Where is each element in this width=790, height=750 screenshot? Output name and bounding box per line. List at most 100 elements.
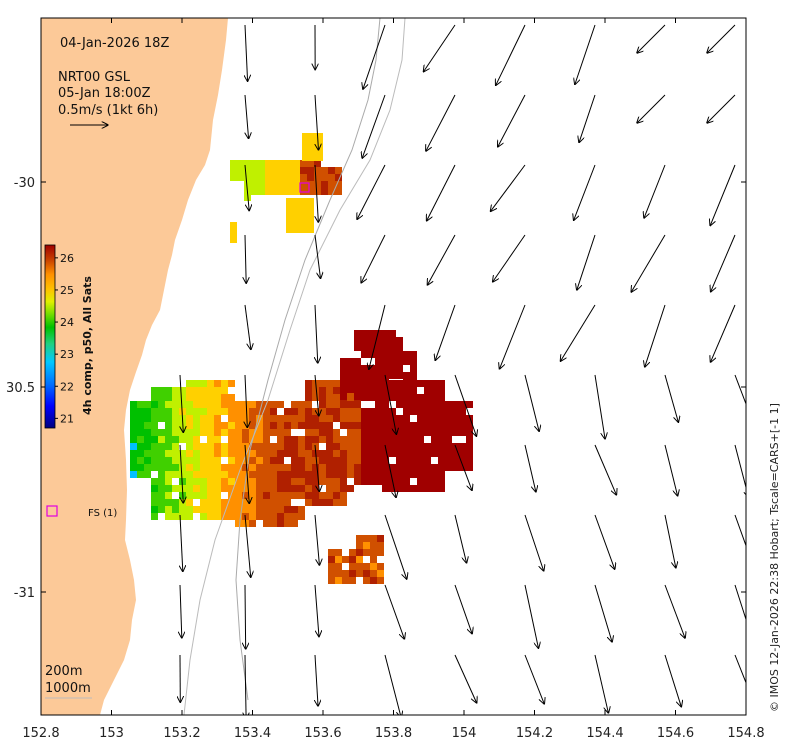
sst-pixel [242,457,249,464]
sst-pixel [249,401,256,408]
sst-pixel [396,351,403,358]
sst-pixel [291,450,298,457]
sst-pixel [193,457,200,464]
sst-pixel [300,181,307,188]
current-arrow [631,234,666,292]
sst-pixel [410,408,417,415]
sst-pixel [244,160,251,167]
sst-pixel [466,464,473,471]
sst-pixel [396,443,403,450]
sst-pixel [249,513,256,520]
sst-pixel [347,443,354,450]
sst-pixel [368,436,375,443]
sst-pixel [165,415,172,422]
x-tick-label: 153.6 [304,726,341,741]
sst-pixel [214,394,221,401]
sst-pixel [356,535,363,542]
sst-pixel [221,464,228,471]
sst-pixel [214,450,221,457]
sst-pixel [207,401,214,408]
sst-pixel [326,478,333,485]
current-arrow [577,234,596,290]
sst-pixel [172,464,179,471]
current-arrow [244,164,249,211]
sst-pixel [424,415,431,422]
current-arrow [594,444,616,495]
sst-pixel [466,436,473,443]
sst-pixel [284,499,291,506]
sst-pixel [305,464,312,471]
sst-pixel [335,556,342,563]
sst-pixel [207,443,214,450]
sst-pixel [291,464,298,471]
sst-pixel [235,457,242,464]
sst-pixel [272,174,279,181]
sst-pixel [291,443,298,450]
sst-pixel [249,457,256,464]
sst-pixel [242,492,249,499]
sst-pixel [230,236,237,243]
sst-pixel [256,443,263,450]
sst-pixel [363,570,370,577]
sst-pixel [438,408,445,415]
sst-pixel [312,422,319,429]
sst-pixel [144,408,151,415]
current-arrow [245,654,246,715]
sst-pixel [326,408,333,415]
sst-pixel [389,344,396,351]
current-arrow [664,444,678,496]
sst-pixel [186,408,193,415]
sst-pixel [389,358,396,365]
current-arrow [711,234,736,292]
sst-pixel [214,506,221,513]
sst-pixel [361,443,368,450]
sst-pixel [172,387,179,394]
sst-pixel [370,570,377,577]
sst-pixel [270,408,277,415]
sst-pixel [235,415,242,422]
sst-pixel [258,174,265,181]
sst-pixel [172,436,179,443]
sst-pixel [305,443,312,450]
sst-pixel [431,485,438,492]
sst-pixel [340,464,347,471]
sst-pixel [340,450,347,457]
sst-pixel [368,330,375,337]
sst-pixel [193,415,200,422]
sst-pixel [228,513,235,520]
sst-pixel [340,499,347,506]
sst-pixel [172,450,179,457]
sst-pixel [179,436,186,443]
sst-pixel [279,174,286,181]
sst-pixel [410,379,417,386]
sst-pixel [158,394,165,401]
sst-pixel [363,549,370,556]
sst-pixel [293,226,300,233]
sst-pixel [237,167,244,174]
colorbar-ramp [44,244,56,429]
sst-pixel [298,471,305,478]
sst-pixel [172,401,179,408]
sst-pixel [151,394,158,401]
sst-pixel [340,415,347,422]
sst-pixel [263,485,270,492]
sst-pixel [277,499,284,506]
sst-pixel [382,337,389,344]
x-tick-label: 153.2 [163,726,200,741]
sst-pixel [214,429,221,436]
sst-pixel [424,380,431,387]
current-arrow [524,584,538,648]
sst-pixel [193,450,200,457]
sst-pixel [368,443,375,450]
sst-pixel [347,386,354,393]
sst-pixel [277,450,284,457]
sst-pixel [438,422,445,429]
sst-pixel [368,379,375,386]
sst-pixel [375,330,382,337]
sst-pixel [228,471,235,478]
sst-pixel [382,464,389,471]
sst-pixel [340,358,347,365]
sst-pixel [347,408,354,415]
sst-pixel [368,429,375,436]
